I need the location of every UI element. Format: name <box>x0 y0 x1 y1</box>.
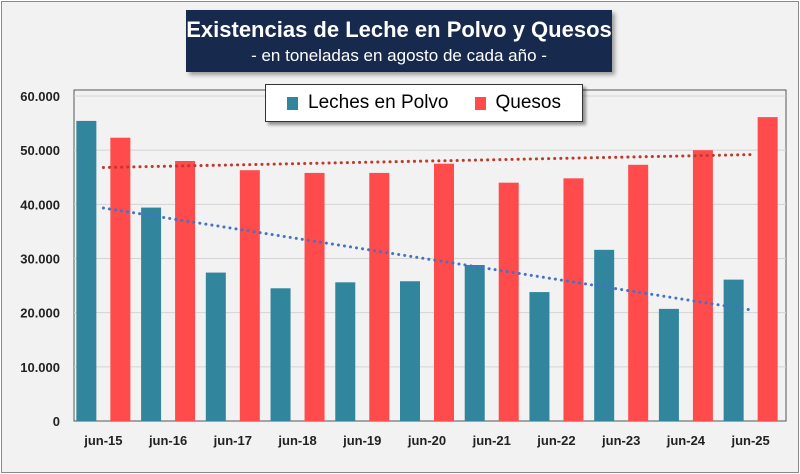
x-tick-label: jun-25 <box>730 433 769 448</box>
bar-quesos-jun-20 <box>434 163 454 422</box>
bar-quesos-jun-24 <box>692 150 713 421</box>
title-box: Existencias de Leche en Polvo y Quesos -… <box>186 10 612 72</box>
bar-leches-jun-24 <box>658 308 679 421</box>
legend-swatch-leches <box>287 96 298 110</box>
bar-leches-jun-23 <box>594 249 615 421</box>
bar-quesos-jun-23 <box>628 164 649 421</box>
legend: Leches en Polvo Quesos <box>265 84 583 122</box>
legend-item-leches: Leches en Polvo <box>287 92 449 114</box>
x-tick-label: jun-16 <box>148 433 187 448</box>
y-tick-label: 20.000 <box>20 306 60 321</box>
x-tick-label: jun-18 <box>277 433 316 448</box>
y-tick-label: 0 <box>53 414 60 429</box>
bar-leches-jun-22 <box>529 292 550 421</box>
y-tick-label: 30.000 <box>20 252 60 267</box>
legend-swatch-quesos <box>474 96 486 110</box>
bar-quesos-jun-17 <box>239 170 260 421</box>
legend-label-leches: Leches en Polvo <box>308 92 449 113</box>
y-tick-label: 60.000 <box>20 89 60 104</box>
x-tick-label: jun-19 <box>342 433 381 448</box>
chart-title: Existencias de Leche en Polvo y Quesos <box>186 17 612 42</box>
y-tick-label: 50.000 <box>20 143 60 158</box>
bar-quesos-jun-25 <box>757 117 778 421</box>
bar-quesos-jun-22 <box>563 178 584 421</box>
trendline-quesos <box>101 153 753 169</box>
bar-quesos-jun-15 <box>110 137 131 422</box>
legend-label-quesos: Quesos <box>495 92 561 113</box>
bar-leches-jun-25 <box>723 279 744 421</box>
bar-leches-jun-19 <box>335 282 356 421</box>
chart-subtitle: - en toneladas en agosto de cada año - <box>251 46 547 65</box>
bar-leches-jun-20 <box>400 281 420 421</box>
legend-item-quesos: Quesos <box>474 92 561 114</box>
bar-leches-jun-21 <box>464 265 485 421</box>
y-tick-label: 40.000 <box>20 197 60 212</box>
bar-leches-jun-17 <box>205 272 226 421</box>
x-tick-label: jun-21 <box>472 433 511 448</box>
bar-leches-jun-15 <box>76 120 97 422</box>
x-tick-label: jun-17 <box>213 433 252 448</box>
bar-quesos-jun-19 <box>369 172 390 421</box>
x-tick-label: jun-22 <box>536 433 575 448</box>
bar-quesos-jun-21 <box>498 182 519 421</box>
trendline-leches <box>101 206 753 312</box>
x-tick-label: jun-24 <box>666 433 706 448</box>
bar-leches-jun-16 <box>141 207 162 421</box>
bar-quesos-jun-18 <box>304 172 325 421</box>
bar-quesos-jun-16 <box>175 161 196 421</box>
y-tick-label: 10.000 <box>20 360 60 375</box>
x-tick-label: jun-23 <box>601 433 640 448</box>
x-tick-label: jun-20 <box>407 433 446 448</box>
x-tick-label: jun-15 <box>83 433 122 448</box>
bar-leches-jun-18 <box>270 288 291 421</box>
